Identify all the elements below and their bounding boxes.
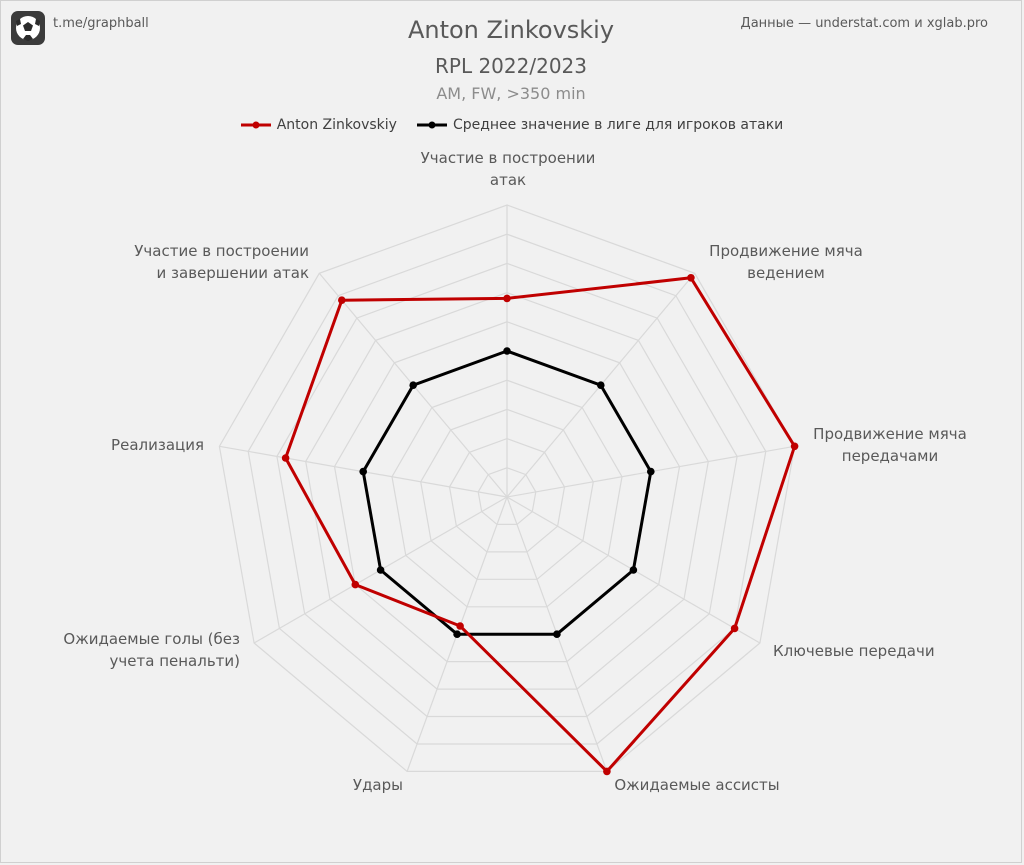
axis-label: Ожидаемые ассисты <box>614 776 779 794</box>
grid-ring <box>448 437 566 553</box>
legend-swatch-player <box>240 121 271 129</box>
axis-label: Удары <box>353 776 403 794</box>
source-telegram-link[interactable]: t.me/graphball <box>53 16 149 31</box>
data-point-player <box>456 622 464 630</box>
data-point-league-average <box>359 467 368 476</box>
grid-ring <box>420 408 594 580</box>
data-point-league-average <box>597 381 605 390</box>
data-point-player <box>687 274 695 282</box>
series-line-player <box>284 276 797 773</box>
data-point-league-average <box>553 630 561 638</box>
data-point-player <box>503 294 511 303</box>
grid-ring <box>391 379 623 608</box>
data-point-league-average <box>503 347 511 355</box>
axis-label: Продвижение мяча ведением <box>709 242 863 282</box>
football-logo-icon <box>11 11 45 45</box>
axis-label: Участие в построении и завершении атак <box>134 242 309 282</box>
grid-ring <box>247 233 767 745</box>
data-point-player <box>603 767 611 776</box>
data-point-league-average <box>647 467 655 476</box>
data-point-league-average <box>409 381 418 390</box>
data-point-player <box>351 580 360 589</box>
data-point-player <box>281 454 290 462</box>
data-point-player <box>790 442 799 451</box>
legend-label-player: Anton Zinkovskiy <box>276 117 397 133</box>
legend-item-player: Anton Zinkovskiy <box>239 117 397 133</box>
axis-label: Ключевые передачи <box>773 642 935 660</box>
legend-label-league-average: Среднее значение в лиге для игроков атак… <box>452 117 784 133</box>
grid-ring <box>477 467 537 526</box>
axis-label: Продвижение мяча передачами <box>813 425 967 465</box>
grid-ring <box>276 262 738 718</box>
grid-ring <box>218 204 796 773</box>
chart-subtitle-filter: AM, FW, >350 min <box>436 84 586 103</box>
chart-legend: Anton Zinkovskiy Среднее значение в лиге… <box>0 117 1022 133</box>
grid-ring <box>305 291 709 690</box>
axis-label: Участие в построении атак <box>421 149 596 189</box>
legend-swatch-league-average <box>416 121 447 129</box>
data-point-league-average <box>376 566 385 574</box>
data-point-player <box>338 296 346 305</box>
chart-subtitle: RPL 2022/2023 <box>435 54 587 78</box>
data-point-player <box>730 624 739 633</box>
axis-label: Ожидаемые голы (без учета пенальти) <box>63 630 240 670</box>
data-point-league-average <box>629 566 638 574</box>
chart-title: Anton Zinkovskiy <box>407 16 615 44</box>
grid-ring <box>333 321 681 663</box>
series-line-league-average <box>361 349 653 636</box>
data-point-league-average <box>453 630 461 638</box>
legend-item-league-average: Среднее значение в лиге для игроков атак… <box>415 117 783 133</box>
data-source-credit: Данные — understat.com и xglab.pro <box>740 16 988 31</box>
axis-label: Реализация <box>111 436 204 454</box>
